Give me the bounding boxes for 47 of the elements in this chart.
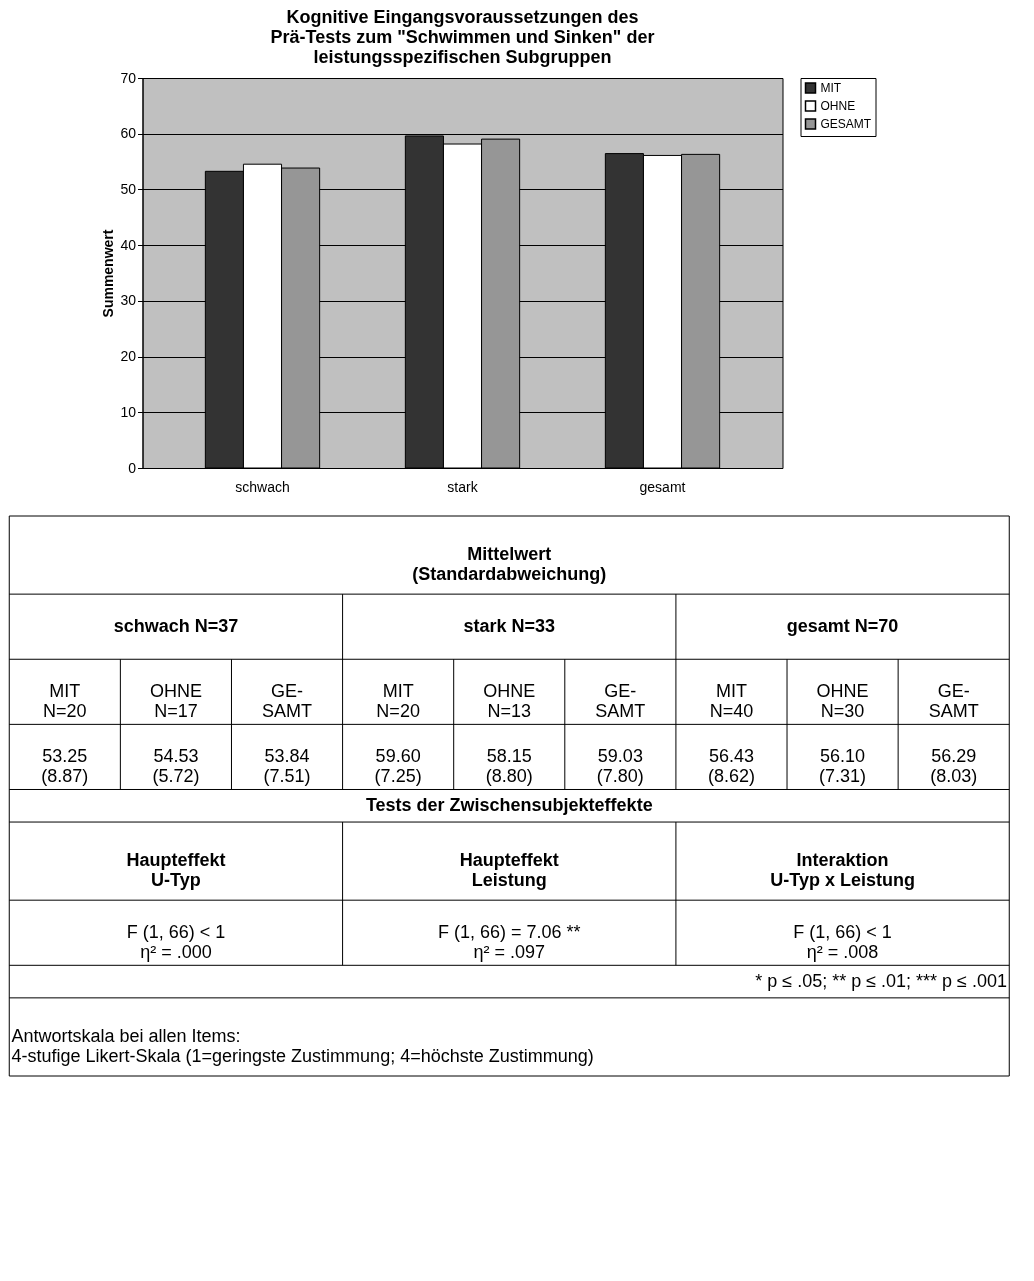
text: GE- SAMT [928,680,979,721]
text: MIT N=20 [43,680,87,721]
text: 54.53 (5.72) [152,745,200,786]
text: 53.84 (7.51) [263,745,311,786]
text: 58.15 (8.80) [485,745,533,786]
text: OHNE N=30 [816,680,869,721]
text: 56.10 (7.31) [819,745,867,786]
y-axis-title: Summenwert [100,229,117,318]
text: MIT N=20 [376,680,420,721]
y-tick-label: 40 [120,236,137,253]
x-tick-label: schwach [235,478,290,495]
text: OHNE N=13 [483,680,536,721]
text: 56.43 (8.62) [707,745,755,786]
y-tick-label: 50 [120,180,137,197]
text: stark N=33 [463,615,556,636]
text: Tests der Zwischensubjekteffekte [365,794,653,815]
text: Interaktion U-Typ x Leistung [770,850,915,891]
y-tick-label: 0 [128,459,137,476]
text: * p ≤ .05; ** p ≤ .01; *** p ≤ .001 [755,970,1008,991]
x-tick-label: gesamt [639,478,686,495]
chart-title: Kognitive Eingangsvoraussetzungen des Prä-Tests zum "Schwimmen und Sinken" der leistungsspezifischen Subgruppen [270,7,655,67]
text: GE- SAMT [262,680,313,721]
y-tick-label: 60 [120,125,137,142]
x-tick-label: stark [447,478,479,495]
text: schwach N=37 [113,615,239,636]
text: MIT N=40 [709,680,754,721]
text: Antwortskala bei allen Items: 4-stufige Likert-Skala (1=geringste Zustimmung; 4=höchste Zustimmung) [11,1025,594,1066]
text: 56.29 (8.03) [930,745,978,786]
text: Mittelwert (Standardabweichung) [412,544,607,585]
text: 53.25 (8.87) [41,745,89,786]
y-tick-label: 20 [120,348,137,365]
text: F (1, 66) < 1 η² = .000 [126,921,226,962]
text: gesamt N=70 [786,615,899,636]
text: Haupteffekt U-Typ [126,850,226,891]
text: F (1, 66) = 7.06 ** η² = .097 [437,921,581,962]
text: F (1, 66) < 1 η² = .008 [793,921,892,962]
text: OHNE N=17 [149,680,202,721]
y-tick-label: 70 [120,69,137,86]
legend-label: OHNE [820,99,856,113]
text: 59.60 (7.25) [374,745,422,786]
legend-label: GESAMT [820,117,872,131]
text: Haupteffekt Leistung [459,850,559,891]
y-tick-label: 30 [120,292,137,309]
text: 59.03 (7.80) [596,745,644,786]
text: GE- SAMT [595,680,646,721]
y-tick-label: 10 [120,403,137,420]
legend-label: MIT [820,81,842,95]
